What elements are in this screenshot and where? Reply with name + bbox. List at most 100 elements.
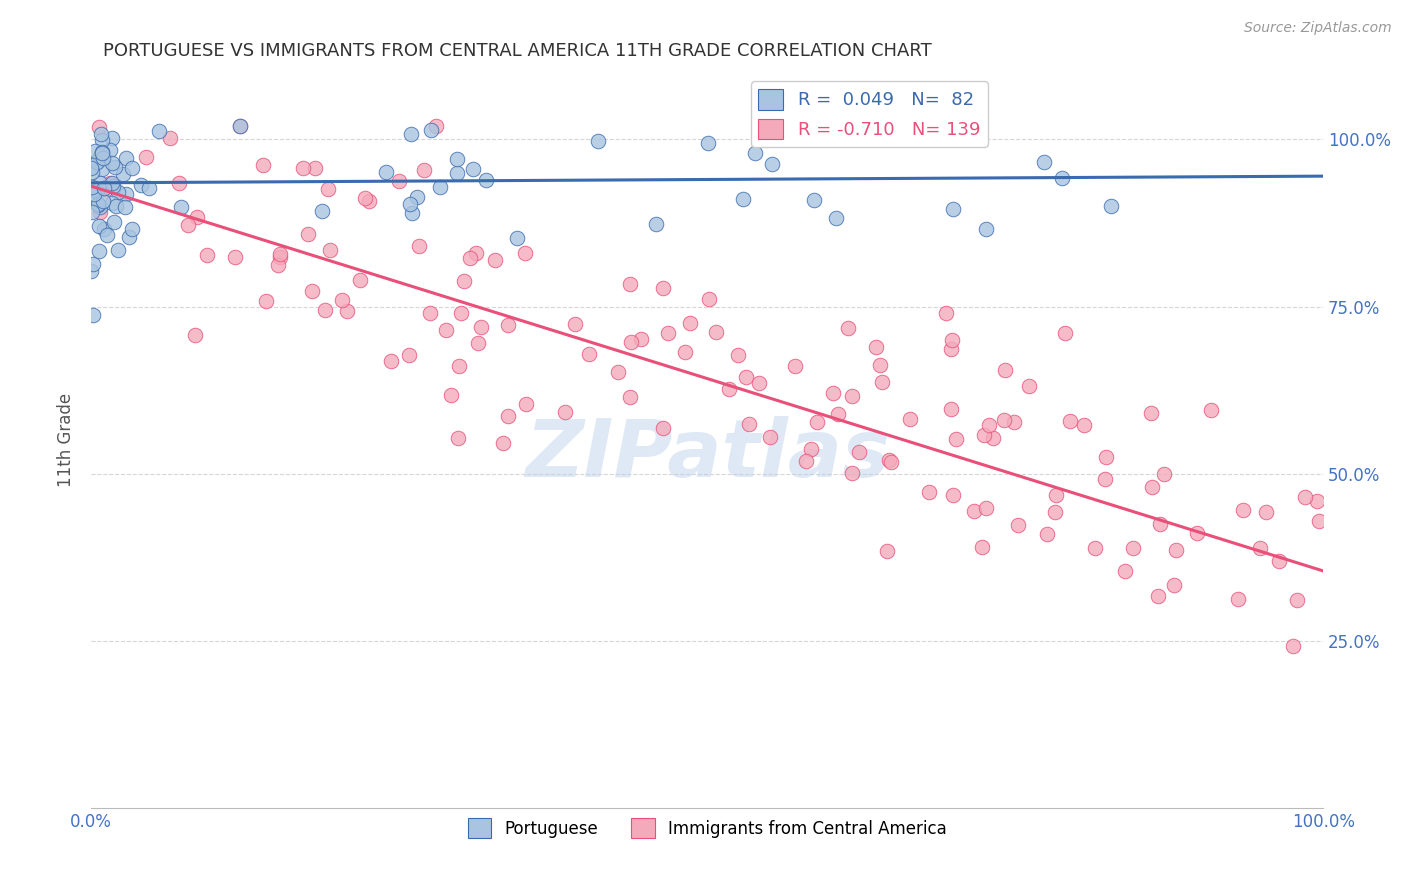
- Point: [224, 250, 246, 264]
- Point: [228, 119, 250, 133]
- Point: [103, 215, 125, 229]
- Point: [651, 281, 673, 295]
- Point: [825, 211, 848, 226]
- Point: [789, 120, 811, 134]
- Point: [388, 174, 411, 188]
- Point: [800, 442, 823, 457]
- Point: [1166, 542, 1188, 557]
- Point: [228, 119, 250, 133]
- Point: [101, 176, 124, 190]
- Point: [101, 131, 124, 145]
- Point: [87, 197, 110, 211]
- Point: [1140, 406, 1163, 420]
- Point: [413, 162, 436, 177]
- Point: [1094, 473, 1116, 487]
- Point: [349, 273, 371, 287]
- Point: [484, 253, 506, 268]
- Point: [107, 185, 129, 199]
- Point: [138, 181, 160, 195]
- Point: [399, 197, 422, 211]
- Point: [1050, 171, 1073, 186]
- Point: [269, 247, 291, 261]
- Point: [704, 325, 727, 339]
- Point: [1073, 417, 1095, 432]
- Point: [100, 176, 122, 190]
- Point: [1114, 564, 1136, 578]
- Point: [963, 503, 986, 517]
- Point: [419, 306, 441, 320]
- Point: [84, 183, 107, 197]
- Point: [148, 124, 170, 138]
- Point: [465, 245, 488, 260]
- Point: [1268, 554, 1291, 568]
- Point: [291, 161, 314, 175]
- Point: [1084, 541, 1107, 556]
- Point: [89, 120, 111, 134]
- Point: [90, 128, 112, 142]
- Point: [761, 157, 783, 171]
- Point: [1007, 518, 1029, 533]
- Point: [870, 376, 893, 390]
- Point: [87, 244, 110, 258]
- Point: [790, 119, 813, 133]
- Point: [374, 165, 396, 179]
- Point: [96, 227, 118, 242]
- Point: [796, 454, 818, 468]
- Point: [554, 405, 576, 419]
- Point: [586, 134, 609, 148]
- Point: [80, 263, 103, 277]
- Point: [827, 407, 849, 421]
- Point: [177, 219, 200, 233]
- Point: [973, 427, 995, 442]
- Point: [463, 162, 485, 177]
- Point: [89, 204, 111, 219]
- Point: [311, 203, 333, 218]
- Point: [898, 412, 921, 426]
- Point: [440, 388, 463, 402]
- Point: [474, 173, 496, 187]
- Point: [100, 143, 122, 157]
- Point: [450, 306, 472, 320]
- Point: [727, 348, 749, 362]
- Point: [748, 376, 770, 391]
- Point: [405, 190, 427, 204]
- Point: [80, 179, 103, 194]
- Point: [1163, 578, 1185, 592]
- Point: [269, 250, 291, 264]
- Point: [837, 321, 859, 335]
- Point: [104, 160, 127, 174]
- Point: [429, 180, 451, 194]
- Point: [1249, 541, 1271, 555]
- Point: [89, 200, 111, 214]
- Point: [880, 455, 903, 469]
- Point: [744, 146, 766, 161]
- Point: [918, 484, 941, 499]
- Point: [336, 304, 359, 318]
- Point: [186, 210, 208, 224]
- Point: [301, 284, 323, 298]
- Point: [420, 123, 443, 137]
- Point: [796, 119, 818, 133]
- Point: [101, 195, 124, 210]
- Point: [89, 219, 111, 233]
- Point: [942, 202, 965, 217]
- Point: [697, 136, 720, 150]
- Point: [90, 133, 112, 147]
- Point: [87, 197, 110, 211]
- Point: [869, 358, 891, 372]
- Point: [578, 347, 600, 361]
- Point: [254, 294, 277, 309]
- Point: [316, 181, 339, 195]
- Point: [1185, 525, 1208, 540]
- Point: [1282, 639, 1305, 653]
- Point: [1308, 515, 1330, 529]
- Point: [86, 155, 108, 169]
- Point: [447, 359, 470, 374]
- Point: [803, 193, 825, 207]
- Point: [673, 345, 696, 359]
- Point: [731, 192, 754, 206]
- Point: [515, 396, 537, 410]
- Point: [785, 359, 807, 374]
- Point: [114, 151, 136, 165]
- Text: PORTUGUESE VS IMMIGRANTS FROM CENTRAL AMERICA 11TH GRADE CORRELATION CHART: PORTUGUESE VS IMMIGRANTS FROM CENTRAL AM…: [104, 42, 932, 60]
